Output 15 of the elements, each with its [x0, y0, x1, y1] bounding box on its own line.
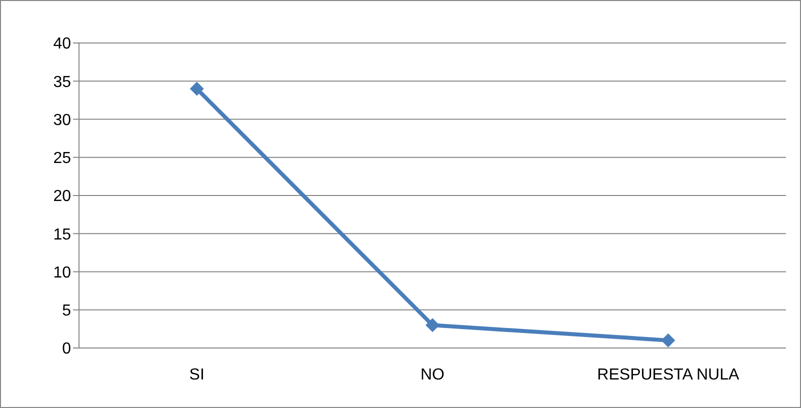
y-tick-label: 30: [53, 112, 72, 129]
x-tick-label: RESPUESTA NULA: [597, 366, 740, 384]
y-tick-label: 35: [53, 74, 72, 91]
point: [190, 82, 204, 96]
x-tick-label: NO: [420, 366, 444, 384]
point: [426, 318, 440, 332]
y-tick-label: 0: [62, 340, 72, 358]
y-tick-label: 15: [53, 226, 72, 244]
point: [661, 333, 676, 348]
y-tick-label: 20: [53, 188, 72, 206]
y-tick-label: 25: [53, 150, 72, 168]
y-tick-label: 10: [53, 264, 72, 282]
x-tick-label: SI: [189, 366, 204, 384]
y-tick-label: 40: [53, 36, 72, 53]
y-tick-label: 5: [62, 302, 72, 320]
